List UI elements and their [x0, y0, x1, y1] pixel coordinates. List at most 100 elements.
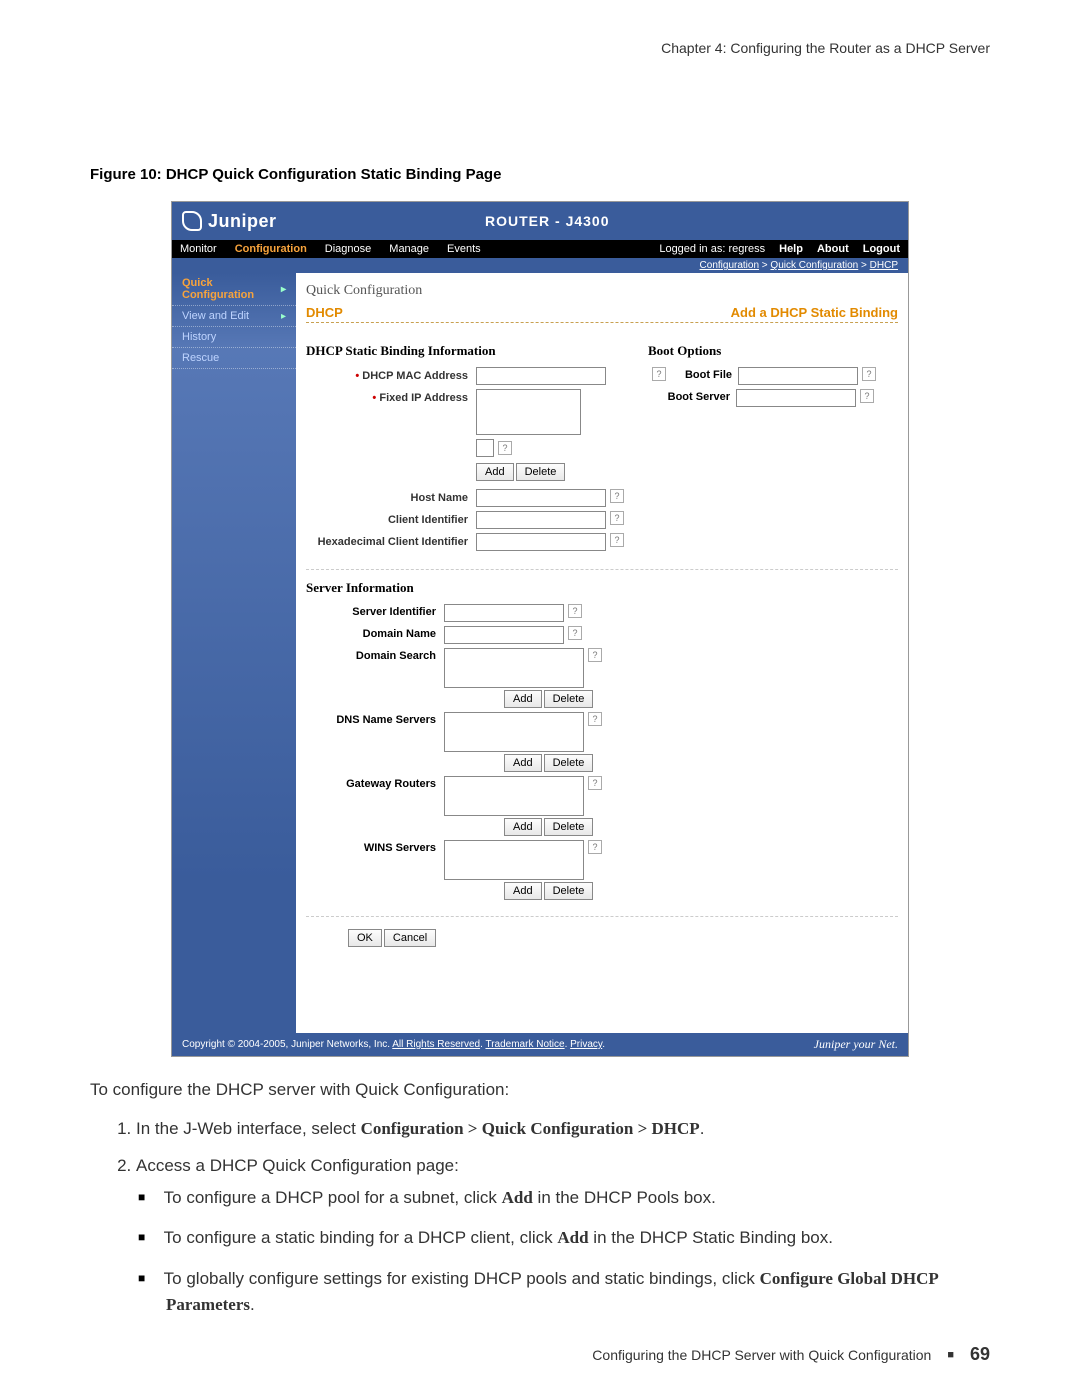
main-nav: Monitor Configuration Diagnose Manage Ev…	[172, 240, 908, 258]
sidebar-view-edit[interactable]: View and Edit ▸	[172, 306, 296, 327]
steps-list: In the J-Web interface, select Configura…	[112, 1115, 990, 1319]
step1-a: In the J-Web interface, select	[136, 1119, 361, 1138]
fixed-ip-list[interactable]	[476, 389, 581, 435]
all-rights-link[interactable]: All Rights Reserved	[392, 1039, 480, 1050]
help-icon[interactable]: ?	[652, 367, 666, 381]
help-icon[interactable]: ?	[568, 604, 582, 618]
step-1: In the J-Web interface, select Configura…	[136, 1115, 990, 1142]
breadcrumb-configuration[interactable]: Configuration	[700, 260, 759, 271]
ok-button[interactable]: OK	[348, 929, 382, 947]
chevron-right-icon: ▸	[281, 284, 286, 295]
help-icon[interactable]: ?	[568, 626, 582, 640]
help-icon[interactable]: ?	[610, 533, 624, 547]
sidebar: Quick Configuration ▸ View and Edit ▸ Hi…	[172, 273, 296, 1033]
help-icon[interactable]: ?	[862, 367, 876, 381]
label-fixed-ip: Fixed IP Address	[379, 392, 468, 404]
juniper-logo: Juniper	[182, 211, 277, 232]
router-title: ROUTER - J4300	[485, 213, 609, 229]
help-icon[interactable]: ?	[498, 441, 512, 455]
slogan-text: Juniper your Net.	[814, 1037, 898, 1052]
delete-button[interactable]: Delete	[544, 882, 594, 900]
label-host-name: Host Name	[306, 489, 476, 505]
logged-in-text: Logged in as: regress	[659, 243, 765, 255]
add-button[interactable]: Add	[504, 818, 542, 836]
help-icon[interactable]: ?	[610, 511, 624, 525]
label-dns-servers: DNS Name Servers	[306, 712, 444, 726]
delete-button[interactable]: Delete	[544, 754, 594, 772]
nav-about[interactable]: About	[817, 243, 849, 255]
help-icon[interactable]: ?	[860, 389, 874, 403]
add-button[interactable]: Add	[504, 690, 542, 708]
help-icon[interactable]: ?	[588, 776, 602, 790]
section-server-heading: Server Information	[306, 580, 898, 596]
mac-address-input[interactable]	[476, 367, 606, 385]
nav-logout[interactable]: Logout	[863, 243, 900, 255]
b1-a: To configure a DHCP pool for a subnet, c…	[164, 1188, 502, 1207]
step-2: Access a DHCP Quick Configuration page: …	[136, 1152, 990, 1319]
sidebar-rescue[interactable]: Rescue	[172, 348, 296, 369]
page-number: 69	[970, 1344, 990, 1365]
label-domain-name: Domain Name	[306, 626, 444, 640]
privacy-link[interactable]: Privacy	[570, 1039, 602, 1050]
gateway-list[interactable]	[444, 776, 584, 816]
copyright-bar: Copyright © 2004-2005, Juniper Networks,…	[172, 1033, 908, 1056]
nav-events[interactable]: Events	[447, 243, 481, 255]
server-id-input[interactable]	[444, 604, 564, 622]
help-icon[interactable]: ?	[588, 648, 602, 662]
sidebar-item-label: View and Edit	[182, 310, 249, 322]
dns-servers-list[interactable]	[444, 712, 584, 752]
help-icon[interactable]: ?	[610, 489, 624, 503]
breadcrumb-dhcp[interactable]: DHCP	[870, 260, 898, 271]
host-name-input[interactable]	[476, 489, 606, 507]
nav-diagnose[interactable]: Diagnose	[325, 243, 371, 255]
delete-button[interactable]: Delete	[516, 463, 566, 481]
main-content: Quick Configuration DHCP Add a DHCP Stat…	[296, 273, 908, 1033]
domain-name-input[interactable]	[444, 626, 564, 644]
cancel-button[interactable]: Cancel	[384, 929, 436, 947]
footer-square-icon: ■	[947, 1349, 954, 1361]
delete-button[interactable]: Delete	[544, 690, 594, 708]
copyright-text: Copyright © 2004-2005, Juniper Networks,…	[182, 1039, 392, 1050]
footer-text: Configuring the DHCP Server with Quick C…	[592, 1347, 931, 1363]
sep: .	[602, 1039, 605, 1050]
logo-icon	[182, 211, 202, 231]
help-icon[interactable]: ?	[588, 712, 602, 726]
domain-search-list[interactable]	[444, 648, 584, 688]
dhcp-heading: DHCP	[306, 305, 343, 320]
fixed-ip-input[interactable]	[476, 439, 494, 457]
trademark-link[interactable]: Trademark Notice	[485, 1039, 564, 1050]
label-gateway: Gateway Routers	[306, 776, 444, 790]
breadcrumb-quick-config[interactable]: Quick Configuration	[770, 260, 858, 271]
bullet-3: To globally configure settings for exist…	[166, 1266, 990, 1319]
nav-monitor[interactable]: Monitor	[180, 243, 217, 255]
nav-configuration[interactable]: Configuration	[235, 243, 307, 255]
wins-list[interactable]	[444, 840, 584, 880]
step2-text: Access a DHCP Quick Configuration page:	[136, 1156, 459, 1175]
sidebar-item-label: Rescue	[182, 352, 219, 364]
dhcp-subheading: Add a DHCP Static Binding	[731, 305, 898, 320]
add-button[interactable]: Add	[504, 754, 542, 772]
topbar: Juniper ROUTER - J4300	[172, 202, 908, 240]
add-button[interactable]: Add	[504, 882, 542, 900]
delete-button[interactable]: Delete	[544, 818, 594, 836]
b1-bold: Add	[502, 1188, 533, 1207]
add-button[interactable]: Add	[476, 463, 514, 481]
step1-c: .	[700, 1119, 705, 1138]
b1-c: in the DHCP Pools box.	[533, 1188, 716, 1207]
label-server-id: Server Identifier	[306, 604, 444, 618]
label-wins: WINS Servers	[306, 840, 444, 854]
help-icon[interactable]: ?	[588, 840, 602, 854]
section-binding-heading: DHCP Static Binding Information	[306, 343, 624, 359]
nav-manage[interactable]: Manage	[389, 243, 429, 255]
sidebar-history[interactable]: History	[172, 327, 296, 348]
boot-server-input[interactable]	[736, 389, 856, 407]
label-hex-client-id: Hexadecimal Client Identifier	[306, 533, 476, 549]
nav-help[interactable]: Help	[779, 243, 803, 255]
label-boot-server: Boot Server	[648, 389, 736, 403]
logo-text: Juniper	[208, 211, 277, 232]
client-id-input[interactable]	[476, 511, 606, 529]
boot-file-input[interactable]	[738, 367, 858, 385]
breadcrumb: Configuration > Quick Configuration > DH…	[172, 258, 908, 273]
sidebar-quick-config[interactable]: Quick Configuration ▸	[172, 273, 296, 306]
hex-client-id-input[interactable]	[476, 533, 606, 551]
